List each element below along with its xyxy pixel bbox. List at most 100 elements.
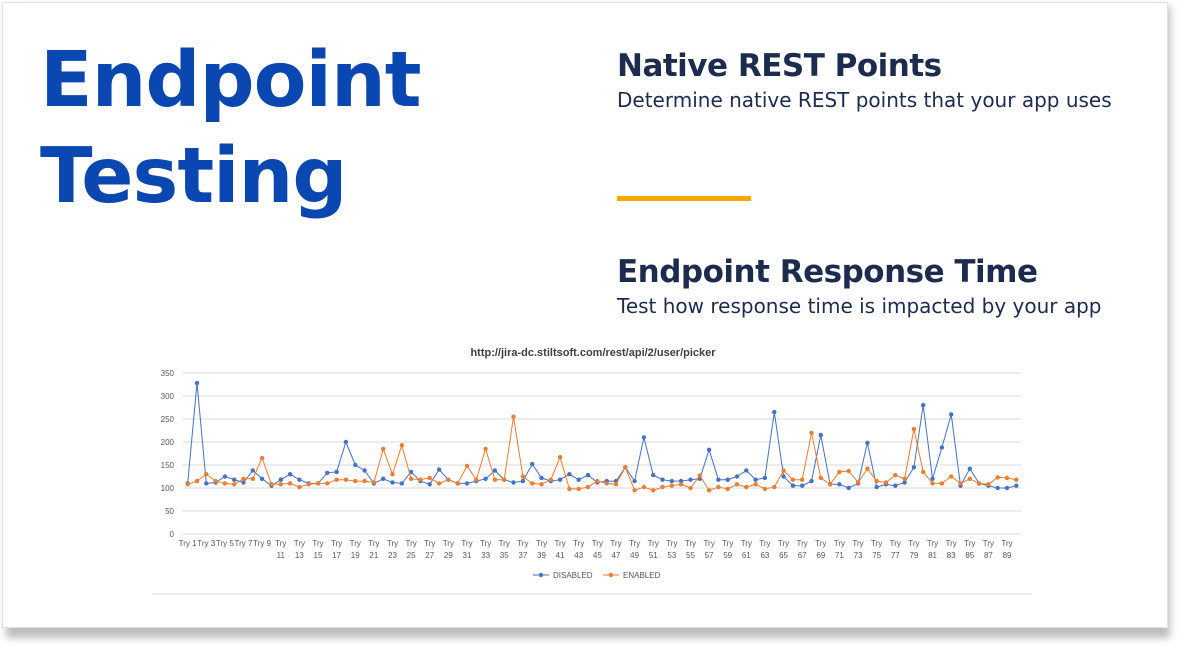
data-point-enabled: [557, 455, 563, 460]
data-point-enabled: [725, 486, 730, 492]
data-point-disabled: [902, 480, 907, 485]
data-point-disabled: [995, 485, 1000, 491]
data-point-enabled: [874, 478, 879, 484]
data-point-enabled: [762, 486, 768, 492]
data-point-enabled: [371, 480, 377, 485]
data-point-enabled: [502, 477, 507, 482]
data-point-disabled: [762, 475, 768, 481]
data-point-disabled: [530, 461, 535, 467]
data-point-disabled: [865, 440, 870, 446]
x-tick-label: Try 3: [197, 539, 215, 548]
x-tick-label: Try 87: [983, 539, 994, 560]
data-point-enabled: [269, 482, 274, 487]
x-tick-label: Try 35: [499, 539, 510, 560]
data-point-disabled: [921, 403, 926, 408]
data-point-enabled: [632, 488, 637, 493]
x-tick-label: Try 83: [946, 539, 957, 560]
x-tick-label: Try 57: [703, 539, 714, 560]
y-tick-label: 350: [161, 369, 175, 378]
x-tick-label: Try 71: [834, 539, 845, 560]
x-tick-label: Try 9: [253, 539, 271, 548]
data-point-enabled: [697, 473, 702, 478]
data-point-enabled: [604, 481, 609, 486]
y-tick-label: 100: [161, 484, 175, 493]
data-point-disabled: [567, 472, 572, 477]
data-point-enabled: [399, 443, 404, 448]
data-point-enabled: [976, 481, 982, 486]
data-point-disabled: [641, 435, 647, 440]
x-tick-label: Try 73: [852, 539, 863, 560]
data-point-disabled: [688, 477, 693, 482]
data-point-enabled: [278, 482, 283, 487]
x-tick-label: Try 67: [797, 539, 808, 560]
data-point-disabled: [464, 481, 470, 486]
data-point-disabled: [287, 472, 293, 477]
data-point-enabled: [855, 480, 861, 485]
series-line-disabled: [187, 383, 1017, 489]
data-point-enabled: [306, 482, 311, 487]
data-point-enabled: [893, 472, 898, 478]
section-text: Determine native REST points that your a…: [617, 88, 1112, 112]
data-point-disabled: [669, 478, 674, 484]
data-point-disabled: [483, 476, 488, 481]
data-point-enabled: [259, 455, 265, 461]
data-point-enabled: [660, 484, 665, 490]
data-point-disabled: [930, 476, 935, 481]
data-point-enabled: [911, 426, 917, 432]
data-point-enabled: [185, 482, 190, 487]
data-point-enabled: [827, 482, 833, 487]
x-tick-label: Try 51: [648, 539, 659, 560]
x-tick-label: Try 29: [443, 539, 454, 560]
data-point-enabled: [287, 481, 293, 486]
x-tick-label: Try 11: [275, 539, 286, 560]
data-point-enabled: [734, 482, 740, 487]
data-point-disabled: [651, 472, 656, 478]
data-point-disabled: [585, 472, 591, 478]
data-point-enabled: [474, 477, 479, 482]
x-tick-label: Try 17: [331, 539, 342, 560]
y-tick-label: 150: [161, 461, 175, 470]
data-point-disabled: [427, 482, 432, 487]
data-point-enabled: [213, 478, 218, 484]
response-time-chart: http://jira-dc.stiltsoft.com/rest/api/2/…: [153, 338, 1031, 596]
data-point-enabled: [222, 481, 228, 486]
data-point-enabled: [241, 476, 246, 481]
data-point-enabled: [716, 484, 721, 490]
data-point-enabled: [315, 481, 321, 486]
data-point-disabled: [772, 409, 777, 415]
x-tick-label: Try 63: [759, 539, 770, 560]
legend-marker: [538, 572, 544, 578]
data-point-disabled: [734, 474, 740, 479]
x-tick-label: Try 79: [908, 539, 919, 560]
data-point-disabled: [576, 477, 581, 482]
x-tick-label: Try 47: [610, 539, 621, 560]
x-tick-label: Try 39: [536, 539, 547, 560]
data-point-enabled: [781, 468, 786, 473]
y-tick-label: 50: [165, 507, 174, 516]
data-point-enabled: [1004, 475, 1010, 481]
x-tick-label: Try 61: [741, 539, 752, 560]
data-point-disabled: [753, 477, 758, 482]
data-point-disabled: [837, 482, 842, 487]
x-tick-label: Try 1: [179, 539, 197, 548]
data-point-enabled: [790, 477, 796, 482]
native-rest-points-section: Native REST Points Determine native REST…: [617, 47, 1137, 113]
data-point-disabled: [222, 474, 228, 479]
section-heading: Native REST Points: [617, 48, 942, 84]
x-tick-label: Try 69: [815, 539, 826, 560]
data-point-disabled: [716, 477, 721, 482]
data-point-disabled: [362, 468, 367, 473]
y-tick-label: 250: [161, 415, 175, 424]
data-point-enabled: [688, 485, 693, 491]
data-point-enabled: [669, 483, 674, 488]
data-point-enabled: [520, 474, 526, 479]
x-tick-label: Try 59: [722, 539, 733, 560]
data-point-disabled: [809, 478, 814, 484]
data-point-disabled: [232, 477, 237, 482]
data-point-disabled: [632, 478, 637, 484]
y-tick-label: 300: [161, 392, 175, 401]
data-point-enabled: [576, 486, 581, 492]
data-point-enabled: [194, 478, 200, 484]
x-tick-label: Try 49: [629, 539, 640, 560]
data-point-disabled: [660, 477, 665, 482]
